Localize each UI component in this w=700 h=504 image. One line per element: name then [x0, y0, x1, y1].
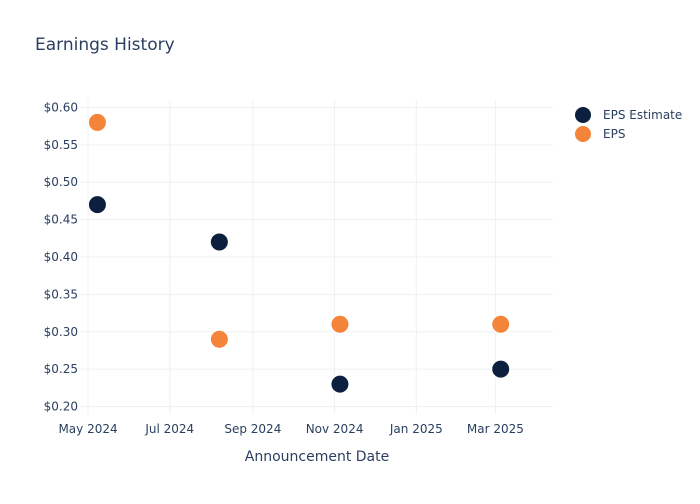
y-tick-label: $0.45: [44, 213, 78, 227]
y-tick-label: $0.35: [44, 287, 78, 301]
x-tick-label: Jul 2024: [144, 422, 194, 436]
eps-point[interactable]: [491, 314, 511, 334]
y-tick-label: $0.50: [44, 175, 78, 189]
legend[interactable]: EPS Estimate EPS: [575, 107, 682, 142]
y-axis-ticks: $0.20 $0.25 $0.30 $0.35 $0.40 $0.45 $0.50 $0.55…: [44, 100, 78, 413]
x-axis-title: Announcement Date: [245, 449, 389, 465]
y-tick-label: $0.30: [44, 325, 78, 339]
x-tick-label: May 2024: [58, 422, 117, 436]
eps-estimate-point[interactable]: [209, 232, 229, 252]
eps-point[interactable]: [209, 329, 229, 349]
x-tick-label: Mar 2025: [467, 422, 524, 436]
x-tick-label: Nov 2024: [306, 422, 364, 436]
data-points: [87, 112, 511, 394]
x-axis-ticks: May 2024 Jul 2024 Sep 2024 Nov 2024 Jan 2025…: [58, 422, 523, 436]
legend-marker: [575, 107, 591, 123]
chart-title: Earnings History: [35, 35, 175, 55]
legend-marker: [575, 126, 591, 142]
eps-estimate-point[interactable]: [87, 195, 107, 215]
legend-label: EPS: [603, 127, 625, 141]
legend-item-eps-estimate[interactable]: EPS Estimate: [575, 107, 682, 123]
eps-point[interactable]: [330, 314, 350, 334]
eps-estimate-point[interactable]: [330, 374, 350, 394]
eps-point[interactable]: [87, 112, 107, 132]
y-tick-label: $0.20: [44, 400, 78, 414]
y-tick-label: $0.40: [44, 250, 78, 264]
y-tick-label: $0.55: [44, 138, 78, 152]
x-tick-label: Jan 2025: [389, 422, 443, 436]
grid-lines: [80, 100, 553, 414]
y-tick-label: $0.60: [44, 100, 78, 114]
legend-item-eps[interactable]: EPS: [575, 126, 625, 142]
y-tick-label: $0.25: [44, 362, 78, 376]
x-tick-label: Sep 2024: [224, 422, 281, 436]
legend-label: EPS Estimate: [603, 108, 682, 122]
eps-estimate-point[interactable]: [491, 359, 511, 379]
